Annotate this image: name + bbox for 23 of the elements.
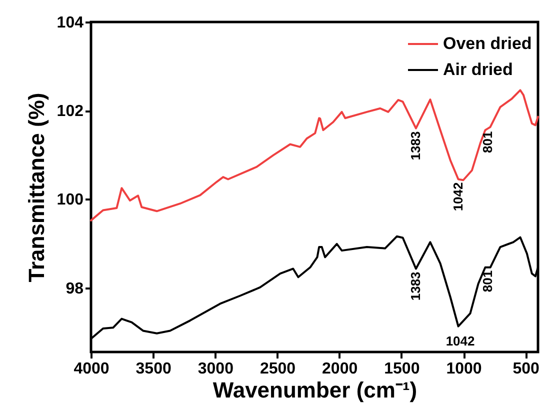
legend-label: Oven dried <box>443 34 532 53</box>
x-tick-label: 1500 <box>384 360 420 378</box>
y-tick-label: 104 <box>56 14 84 32</box>
annotation: 1042 <box>446 333 475 348</box>
x-tick-label: 1000 <box>446 360 482 378</box>
y-tick-label: 102 <box>56 103 84 120</box>
annotation: 801 <box>480 270 496 292</box>
line-series <box>90 89 539 222</box>
annotation: 801 <box>480 131 496 154</box>
y-axis-title: Transmittance (%) <box>24 92 49 282</box>
legend-label: Air dried <box>443 60 513 79</box>
x-tick-label: 2500 <box>260 360 296 378</box>
x-tick-label: 4000 <box>74 360 110 378</box>
x-axis-title: Wavenumber (cm⁻¹) <box>212 378 418 402</box>
x-tick-label: 2000 <box>322 360 358 378</box>
x-tick-label: 3500 <box>136 360 172 378</box>
annotation: 1042 <box>450 182 466 212</box>
annotation: 1383 <box>408 272 423 301</box>
y-tick-label: 100 <box>56 192 84 209</box>
x-tick-label: 500 <box>512 360 540 378</box>
y-tick-label: 98 <box>66 280 84 298</box>
annotation: 1383 <box>408 131 423 160</box>
x-tick-label: 3000 <box>198 360 234 378</box>
